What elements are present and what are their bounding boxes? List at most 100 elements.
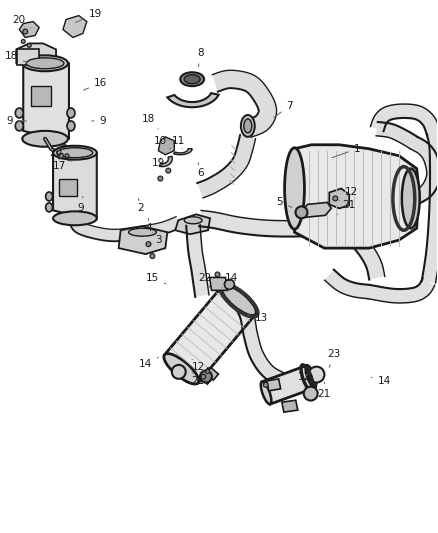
Ellipse shape: [22, 55, 68, 71]
Ellipse shape: [180, 72, 204, 86]
Ellipse shape: [200, 370, 212, 383]
Ellipse shape: [59, 153, 64, 158]
Polygon shape: [422, 132, 438, 283]
Ellipse shape: [22, 131, 68, 147]
Text: 23: 23: [328, 350, 341, 367]
Polygon shape: [325, 270, 370, 298]
Polygon shape: [212, 70, 277, 138]
Text: 14: 14: [371, 376, 391, 386]
Polygon shape: [186, 225, 209, 297]
Polygon shape: [57, 145, 73, 159]
Ellipse shape: [46, 192, 53, 201]
Ellipse shape: [46, 203, 53, 212]
Text: 22: 22: [198, 273, 212, 288]
Polygon shape: [165, 286, 255, 383]
Polygon shape: [206, 368, 219, 380]
Text: 14: 14: [222, 273, 239, 288]
Ellipse shape: [21, 39, 25, 43]
Ellipse shape: [15, 108, 23, 118]
Ellipse shape: [402, 168, 420, 228]
Ellipse shape: [65, 154, 69, 158]
Text: 16: 16: [84, 78, 107, 90]
Polygon shape: [16, 43, 56, 63]
Polygon shape: [209, 278, 227, 290]
Ellipse shape: [150, 254, 155, 259]
Text: 12: 12: [191, 359, 205, 373]
Ellipse shape: [164, 353, 199, 384]
Text: 12: 12: [298, 372, 311, 382]
Ellipse shape: [15, 121, 23, 131]
Polygon shape: [119, 226, 167, 254]
Bar: [31, 86, 51, 106]
Polygon shape: [53, 147, 97, 219]
Ellipse shape: [221, 285, 256, 316]
Text: 8: 8: [197, 49, 203, 67]
Ellipse shape: [304, 386, 318, 401]
Ellipse shape: [263, 382, 268, 387]
Polygon shape: [69, 216, 180, 241]
Ellipse shape: [129, 228, 156, 236]
Polygon shape: [294, 145, 419, 248]
Ellipse shape: [184, 217, 202, 224]
Ellipse shape: [285, 148, 304, 229]
Polygon shape: [199, 211, 330, 237]
Polygon shape: [173, 149, 192, 155]
Polygon shape: [159, 156, 172, 167]
Ellipse shape: [296, 206, 307, 219]
Ellipse shape: [146, 241, 151, 247]
Polygon shape: [233, 297, 290, 388]
Polygon shape: [262, 366, 315, 404]
Ellipse shape: [244, 119, 252, 133]
Text: 9: 9: [6, 116, 26, 126]
Text: 14: 14: [139, 358, 159, 369]
Text: 2: 2: [137, 198, 144, 213]
Polygon shape: [368, 278, 434, 303]
Polygon shape: [376, 122, 417, 149]
Polygon shape: [63, 15, 87, 37]
Text: 20: 20: [49, 148, 69, 158]
Text: 12: 12: [339, 188, 358, 200]
Polygon shape: [175, 214, 210, 234]
Ellipse shape: [308, 367, 325, 383]
Polygon shape: [301, 203, 331, 217]
Ellipse shape: [306, 365, 316, 388]
Ellipse shape: [166, 168, 171, 173]
Text: 6: 6: [197, 163, 203, 177]
Bar: [17, 50, 39, 65]
Text: 21: 21: [191, 372, 205, 386]
Ellipse shape: [27, 43, 31, 47]
Text: 13: 13: [248, 313, 268, 322]
Ellipse shape: [23, 29, 28, 34]
Text: 9: 9: [78, 197, 84, 213]
Polygon shape: [197, 135, 255, 198]
Ellipse shape: [53, 146, 97, 160]
Bar: [59, 179, 77, 197]
Text: 21: 21: [337, 200, 356, 214]
Ellipse shape: [261, 382, 272, 404]
Ellipse shape: [333, 196, 338, 201]
Polygon shape: [200, 368, 215, 384]
Text: 5: 5: [276, 197, 292, 207]
Ellipse shape: [158, 176, 163, 181]
Polygon shape: [327, 217, 385, 279]
Ellipse shape: [53, 212, 97, 225]
Text: 18: 18: [5, 51, 27, 62]
Text: 21: 21: [318, 382, 331, 399]
Ellipse shape: [201, 374, 206, 379]
Ellipse shape: [241, 115, 255, 137]
Polygon shape: [167, 93, 219, 107]
Ellipse shape: [184, 75, 200, 84]
Text: 17: 17: [53, 160, 73, 171]
Text: 20: 20: [13, 14, 31, 28]
Ellipse shape: [26, 58, 64, 69]
Polygon shape: [19, 21, 39, 37]
Ellipse shape: [224, 279, 234, 289]
Text: 3: 3: [152, 232, 162, 245]
Ellipse shape: [67, 121, 75, 131]
Polygon shape: [329, 189, 349, 208]
Ellipse shape: [206, 369, 210, 374]
Text: 11: 11: [172, 136, 185, 149]
Text: 15: 15: [146, 273, 166, 284]
Text: 18: 18: [142, 114, 159, 129]
Text: 19: 19: [75, 9, 102, 22]
